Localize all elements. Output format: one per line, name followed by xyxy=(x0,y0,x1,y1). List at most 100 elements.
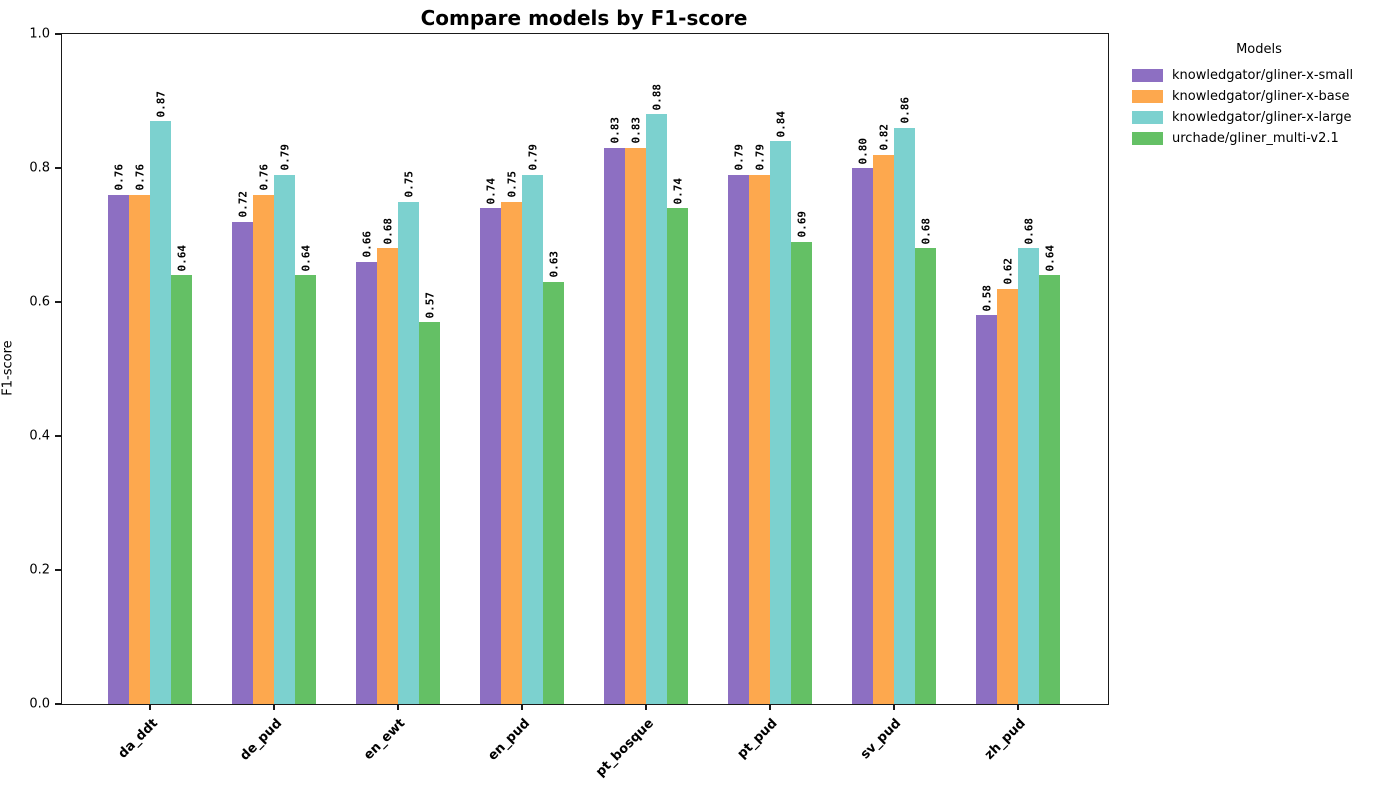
bar-value-label: 0.58 xyxy=(980,284,993,312)
x-tick-mark xyxy=(397,704,399,710)
bar-value-label: 0.64 xyxy=(299,244,312,272)
x-tick-mark xyxy=(893,704,895,710)
bar xyxy=(171,275,192,704)
legend-item-label: urchade/gliner_multi-v2.1 xyxy=(1172,131,1339,146)
x-tick-label: de_pud xyxy=(236,716,285,764)
bar xyxy=(480,208,501,704)
legend-item-label: knowledgator/gliner-x-large xyxy=(1172,110,1352,125)
legend: Models knowledgator/gliner-x-small knowle… xyxy=(1132,42,1386,149)
y-axis-label: F1-score xyxy=(0,340,16,396)
bar xyxy=(150,121,171,704)
x-tick-mark xyxy=(769,704,771,710)
bar-value-label: 0.76 xyxy=(257,164,270,191)
x-tick-mark xyxy=(1017,704,1019,710)
x-tick-label: pt_pud xyxy=(734,716,781,762)
legend-items: knowledgator/gliner-x-small knowledgator/… xyxy=(1132,65,1386,149)
bar xyxy=(915,248,936,704)
legend-title: Models xyxy=(1236,42,1282,57)
y-tick-label: 1.0 xyxy=(29,26,50,42)
bar-value-label: 0.75 xyxy=(402,171,415,198)
y-tick-mark xyxy=(55,435,62,437)
bar xyxy=(894,127,915,704)
bar xyxy=(997,288,1018,704)
bar xyxy=(976,315,997,704)
bar-value-label: 0.68 xyxy=(1022,217,1035,245)
x-tick-mark xyxy=(149,704,151,710)
bar xyxy=(108,194,129,704)
bar-value-label: 0.79 xyxy=(526,144,539,171)
bar xyxy=(398,201,419,704)
legend-item-label: knowledgator/gliner-x-small xyxy=(1172,68,1354,83)
legend-item: knowledgator/gliner-x-base xyxy=(1132,86,1386,107)
bar-value-label: 0.63 xyxy=(547,251,560,278)
x-tick-mark xyxy=(521,704,523,710)
bar xyxy=(1018,248,1039,704)
y-tick-mark xyxy=(55,703,62,705)
legend-swatch xyxy=(1132,111,1163,124)
bar-value-label: 0.82 xyxy=(877,124,890,151)
bar-value-label: 0.76 xyxy=(112,164,125,191)
bar xyxy=(419,322,440,704)
bar xyxy=(791,241,812,704)
chart-title: Compare models by F1-score xyxy=(420,6,748,30)
bar-value-label: 0.74 xyxy=(484,177,497,205)
legend-item-label: knowledgator/gliner-x-base xyxy=(1172,89,1350,104)
legend-item: urchade/gliner_multi-v2.1 xyxy=(1132,128,1386,149)
bar-value-label: 0.68 xyxy=(381,217,394,245)
y-tick-label: 0.8 xyxy=(29,160,50,176)
bar-value-label: 0.83 xyxy=(629,117,642,144)
bar-value-label: 0.88 xyxy=(650,83,663,111)
legend-swatch xyxy=(1132,90,1163,103)
bar-value-label: 0.75 xyxy=(505,171,518,198)
x-tick-label: en_ewt xyxy=(361,716,409,764)
bar xyxy=(253,194,274,704)
legend-item: knowledgator/gliner-x-small xyxy=(1132,65,1386,86)
y-tick-label: 0.0 xyxy=(29,696,50,712)
bar xyxy=(667,208,688,704)
x-tick-label: pt_bosque xyxy=(592,716,657,780)
bar-value-label: 0.74 xyxy=(671,177,684,205)
bar-value-label: 0.64 xyxy=(1043,244,1056,272)
bar-value-label: 0.87 xyxy=(154,90,167,118)
y-tick-mark xyxy=(55,167,62,169)
bar-value-label: 0.66 xyxy=(360,231,373,258)
y-tick-label: 0.4 xyxy=(29,428,50,444)
y-tick-mark xyxy=(55,33,62,35)
bar-value-label: 0.57 xyxy=(423,291,436,319)
x-tick-label: da_ddt xyxy=(115,716,161,762)
bar xyxy=(232,221,253,704)
bar xyxy=(543,281,564,704)
bar xyxy=(274,174,295,704)
bar-value-label: 0.80 xyxy=(856,137,869,165)
bar xyxy=(873,154,894,704)
y-tick-label: 0.6 xyxy=(29,294,50,310)
bar xyxy=(501,201,522,704)
x-tick-label: sv_pud xyxy=(858,716,905,763)
bar xyxy=(728,174,749,704)
bar xyxy=(749,174,770,704)
legend-swatch xyxy=(1132,69,1163,82)
bar-value-label: 0.68 xyxy=(919,217,932,245)
bar xyxy=(1039,275,1060,704)
bar xyxy=(770,141,791,704)
x-tick-label: en_pud xyxy=(484,716,533,764)
y-tick-mark xyxy=(55,301,62,303)
plot-area: 0.0 0.2 0.4 0.6 0.8 1.0 0.76 0.76 0.87 0.64 da_ddt… xyxy=(29,27,1109,780)
bar xyxy=(377,248,398,704)
bar-value-label: 0.72 xyxy=(236,191,249,218)
bar-value-label: 0.84 xyxy=(774,110,787,138)
bar xyxy=(604,147,625,704)
bar-value-label: 0.86 xyxy=(898,97,911,124)
bar xyxy=(646,114,667,704)
bar xyxy=(295,275,316,704)
bar-value-label: 0.64 xyxy=(175,244,188,272)
bar xyxy=(852,168,873,704)
bar xyxy=(356,261,377,704)
legend-item: knowledgator/gliner-x-large xyxy=(1132,107,1386,128)
x-tick-label: zh_pud xyxy=(981,716,1029,763)
y-tick-mark xyxy=(55,569,62,571)
bar xyxy=(522,174,543,704)
bar-value-label: 0.79 xyxy=(278,144,291,171)
x-tick-mark xyxy=(645,704,647,710)
